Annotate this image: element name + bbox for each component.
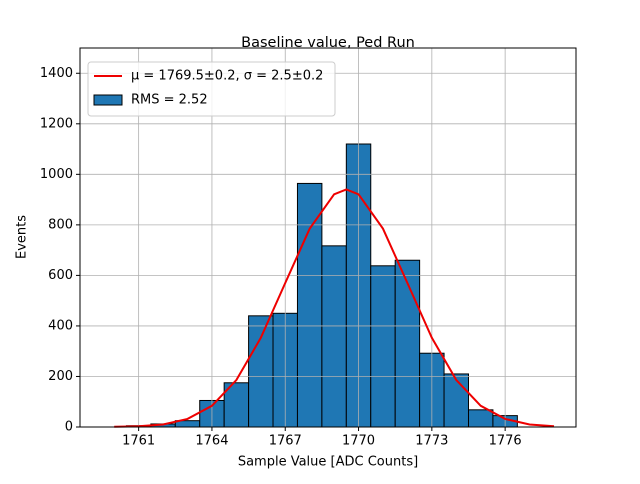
y-tick-label: 600 (48, 268, 73, 283)
histogram-bar (394, 259, 421, 428)
histogram-bar (321, 245, 347, 428)
x-tick-label: 1773 (415, 434, 448, 449)
y-tick-label: 400 (48, 318, 73, 333)
fit-curve (114, 188, 555, 428)
chart-title: Baseline value, Ped Run (241, 35, 415, 51)
histogram-bar (370, 265, 396, 428)
histogram-bar (443, 373, 469, 428)
legend-label: μ = 1769.5±0.2, σ = 2.5±0.2 (131, 69, 323, 84)
y-tick-label: 1400 (40, 66, 73, 81)
legend-label: RMS = 2.52 (131, 93, 208, 108)
y-axis-label: Events (15, 215, 30, 259)
histogram-bar (248, 315, 274, 428)
y-tick-label: 200 (48, 369, 73, 384)
x-tick-label: 1776 (489, 434, 522, 449)
x-axis-label: Sample Value [ADC Counts] (238, 455, 418, 470)
plot-frame (79, 47, 577, 428)
y-tick-label: 0 (65, 420, 73, 435)
x-tick-label: 1767 (269, 434, 302, 449)
x-tick-label: 1764 (195, 434, 228, 449)
y-tick-label: 800 (48, 217, 73, 232)
y-tick-label: 1000 (40, 167, 73, 182)
y-tick-label: 1200 (40, 116, 73, 131)
legend-patch (93, 94, 123, 106)
histogram-bar (296, 182, 323, 428)
x-tick-label: 1770 (342, 434, 375, 449)
histogram-bar (467, 409, 494, 428)
x-tick-label: 1761 (122, 434, 155, 449)
legend-box (87, 61, 336, 117)
